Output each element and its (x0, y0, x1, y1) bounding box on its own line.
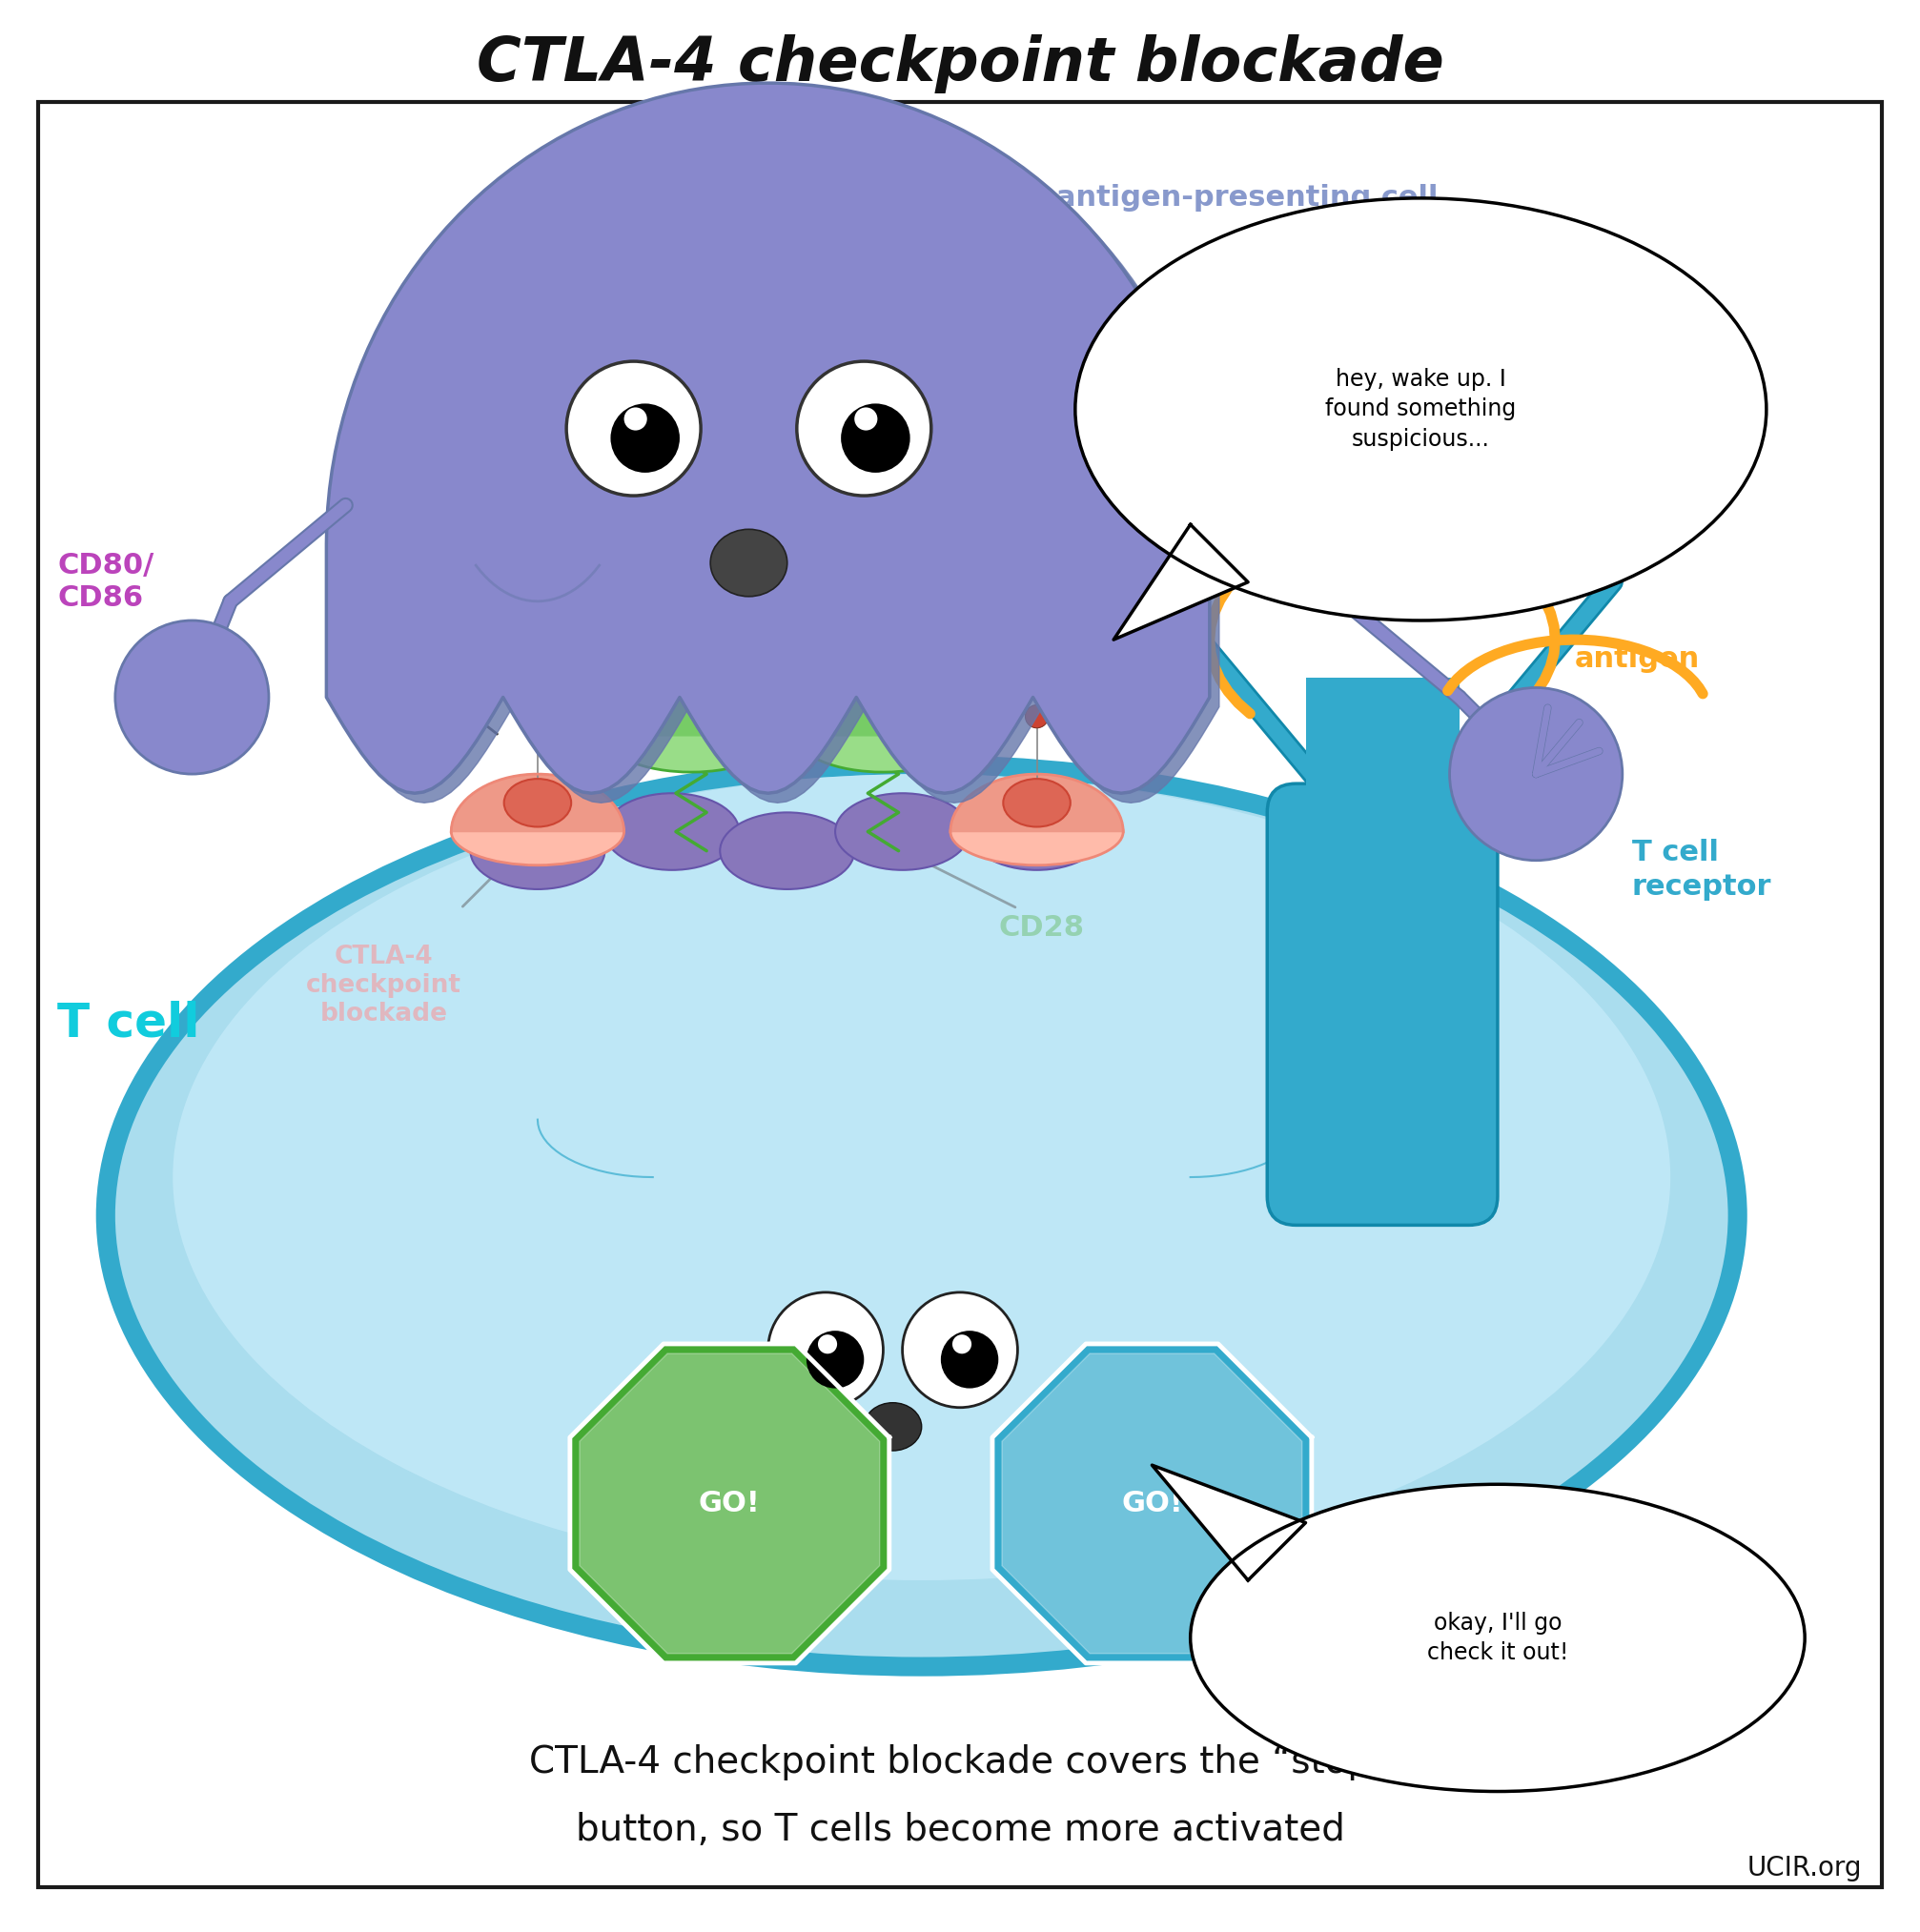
Text: okay, I'll go
check it out!: okay, I'll go check it out! (1427, 1611, 1569, 1663)
Text: UCIR.org: UCIR.org (1747, 1855, 1862, 1882)
Circle shape (854, 408, 877, 431)
Text: CD28: CD28 (998, 914, 1085, 941)
Ellipse shape (970, 794, 1104, 869)
Polygon shape (950, 775, 1123, 831)
Ellipse shape (503, 779, 572, 827)
Text: antigen-presenting cell: antigen-presenting cell (1056, 184, 1438, 213)
Circle shape (624, 408, 647, 431)
Circle shape (806, 1331, 864, 1389)
Polygon shape (336, 93, 1219, 804)
Circle shape (941, 1331, 998, 1389)
Polygon shape (993, 1345, 1311, 1663)
Ellipse shape (451, 798, 624, 866)
Text: antigen: antigen (1574, 645, 1699, 672)
Circle shape (797, 361, 931, 497)
Text: T cell: T cell (58, 1001, 200, 1047)
Text: CD80/
CD86: CD80/ CD86 (58, 553, 154, 612)
Circle shape (566, 361, 701, 497)
Ellipse shape (470, 813, 605, 889)
Polygon shape (605, 688, 778, 736)
Polygon shape (1114, 524, 1248, 639)
Ellipse shape (115, 775, 1728, 1658)
Circle shape (902, 1293, 1018, 1408)
Ellipse shape (835, 794, 970, 869)
Ellipse shape (1075, 199, 1766, 620)
Text: GO!: GO! (1121, 1490, 1183, 1517)
FancyBboxPatch shape (1306, 678, 1459, 831)
Ellipse shape (950, 798, 1123, 866)
Ellipse shape (605, 794, 739, 869)
Text: CTLA-4 checkpoint blockade: CTLA-4 checkpoint blockade (476, 35, 1444, 93)
Circle shape (768, 1293, 883, 1408)
Polygon shape (580, 1354, 879, 1654)
Ellipse shape (173, 775, 1670, 1580)
Ellipse shape (864, 1403, 922, 1451)
Ellipse shape (1190, 1484, 1805, 1791)
Text: T cell
receptor: T cell receptor (1632, 838, 1772, 900)
Ellipse shape (1002, 779, 1069, 827)
Text: button, so T cells become more activated: button, so T cells become more activated (576, 1812, 1344, 1847)
Polygon shape (451, 775, 624, 831)
Polygon shape (1002, 1354, 1302, 1654)
Ellipse shape (797, 699, 970, 773)
Circle shape (952, 1335, 972, 1354)
Text: CTLA-4 checkpoint blockade covers the “stop”: CTLA-4 checkpoint blockade covers the “s… (530, 1745, 1390, 1781)
Polygon shape (797, 688, 970, 736)
Circle shape (115, 620, 269, 775)
Circle shape (1025, 705, 1048, 728)
Circle shape (611, 404, 680, 473)
Ellipse shape (720, 813, 854, 889)
Polygon shape (326, 83, 1210, 794)
Text: GO!: GO! (699, 1490, 760, 1517)
Circle shape (818, 1335, 837, 1354)
Ellipse shape (710, 529, 787, 597)
Circle shape (526, 705, 549, 728)
FancyBboxPatch shape (1267, 784, 1498, 1225)
Text: CTLA-4
checkpoint
blockade: CTLA-4 checkpoint blockade (307, 945, 461, 1026)
Ellipse shape (96, 755, 1747, 1677)
Circle shape (1450, 688, 1622, 860)
Polygon shape (570, 1345, 889, 1663)
Polygon shape (1152, 1464, 1306, 1580)
Circle shape (841, 404, 910, 473)
Text: hey, wake up. I
found something
suspicious...: hey, wake up. I found something suspicio… (1325, 367, 1517, 450)
Ellipse shape (605, 699, 778, 773)
